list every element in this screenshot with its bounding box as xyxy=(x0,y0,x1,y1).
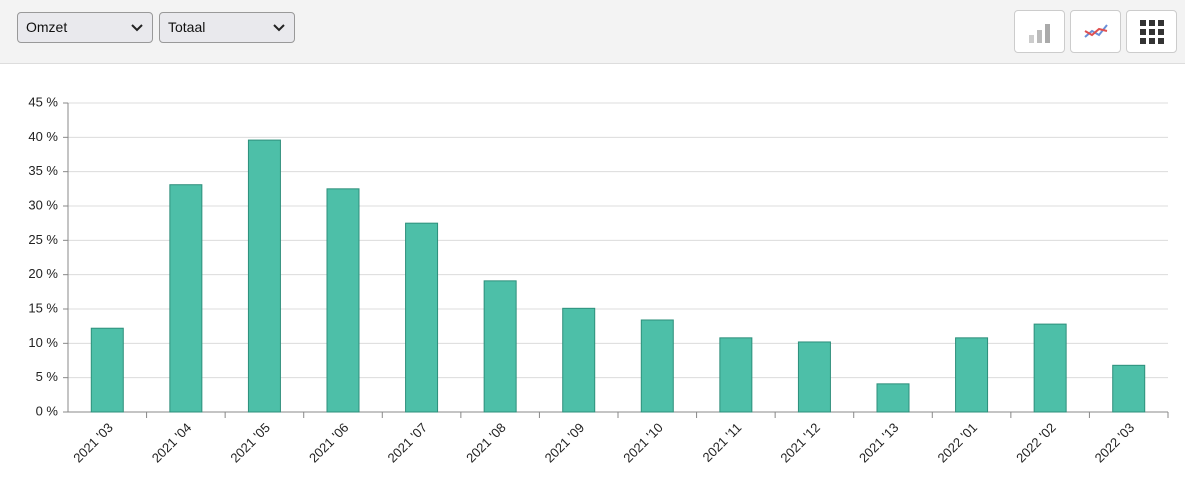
x-tick-label: 2021 '06 xyxy=(306,420,352,466)
y-tick-label: 45 % xyxy=(28,94,58,109)
y-tick-label: 30 % xyxy=(28,197,58,212)
y-tick-label: 25 % xyxy=(28,232,58,247)
bar xyxy=(876,383,910,413)
x-tick-label: 2021 '03 xyxy=(70,420,116,466)
bar xyxy=(955,337,989,413)
bar-icon xyxy=(1029,24,1050,43)
y-tick-label: 20 % xyxy=(28,266,58,281)
x-tick-label: 2021 '07 xyxy=(385,420,431,466)
y-tick-label: 35 % xyxy=(28,163,58,178)
table-button[interactable] xyxy=(1126,10,1177,53)
bar xyxy=(326,188,360,413)
x-tick-label: 2021 '13 xyxy=(856,420,902,466)
scope-label: Totaal xyxy=(168,19,206,35)
bar-chart-button[interactable] xyxy=(1014,10,1065,53)
x-tick-label: 2021 '08 xyxy=(463,420,509,466)
chevron xyxy=(273,24,285,32)
bar xyxy=(719,337,753,413)
x-tick-label: 2022 '03 xyxy=(1092,420,1138,466)
y-tick-label: 15 % xyxy=(28,300,58,315)
bar xyxy=(247,139,281,413)
x-tick-label: 2021 '04 xyxy=(149,420,195,466)
chevron xyxy=(131,24,143,32)
bar xyxy=(483,280,517,413)
bar xyxy=(1112,364,1146,413)
grid-icon xyxy=(1140,20,1164,44)
x-tick-label: 2021 '12 xyxy=(777,420,823,466)
x-tick-label: 2021 '05 xyxy=(227,420,273,466)
toolbar: Omzet Totaal xyxy=(0,0,1185,64)
x-tick-label: 2022 '01 xyxy=(935,420,981,466)
y-tick-label: 0 % xyxy=(36,403,59,418)
x-tick-label: 2022 '02 xyxy=(1013,420,1059,466)
chart: 0 % 5 % 10 % 15 % 20 % 25 % 30 % 35 % 40 % 45 % 20… xyxy=(28,94,1169,466)
bar xyxy=(169,184,203,413)
line-icon xyxy=(1084,24,1108,38)
metric-select[interactable]: Omzet xyxy=(17,12,153,43)
bar xyxy=(405,222,439,413)
metric-label: Omzet xyxy=(26,19,68,35)
bar xyxy=(90,327,124,413)
bar xyxy=(797,341,831,413)
bar xyxy=(1033,323,1067,413)
scope-select[interactable]: Totaal xyxy=(159,12,295,43)
x-tick-label: 2021 '11 xyxy=(699,420,744,465)
x-tick-label: 2021 '09 xyxy=(542,420,588,466)
x-tick-label: 2021 '10 xyxy=(620,420,666,466)
y-tick-label: 5 % xyxy=(36,369,59,384)
y-tick-label: 10 % xyxy=(28,335,58,350)
line-chart-button[interactable] xyxy=(1070,10,1121,53)
bar xyxy=(640,319,674,413)
bar xyxy=(562,307,596,413)
y-tick-label: 40 % xyxy=(28,129,58,144)
